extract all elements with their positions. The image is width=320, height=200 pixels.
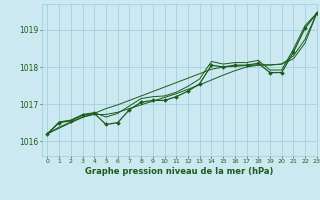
X-axis label: Graphe pression niveau de la mer (hPa): Graphe pression niveau de la mer (hPa) <box>85 167 273 176</box>
